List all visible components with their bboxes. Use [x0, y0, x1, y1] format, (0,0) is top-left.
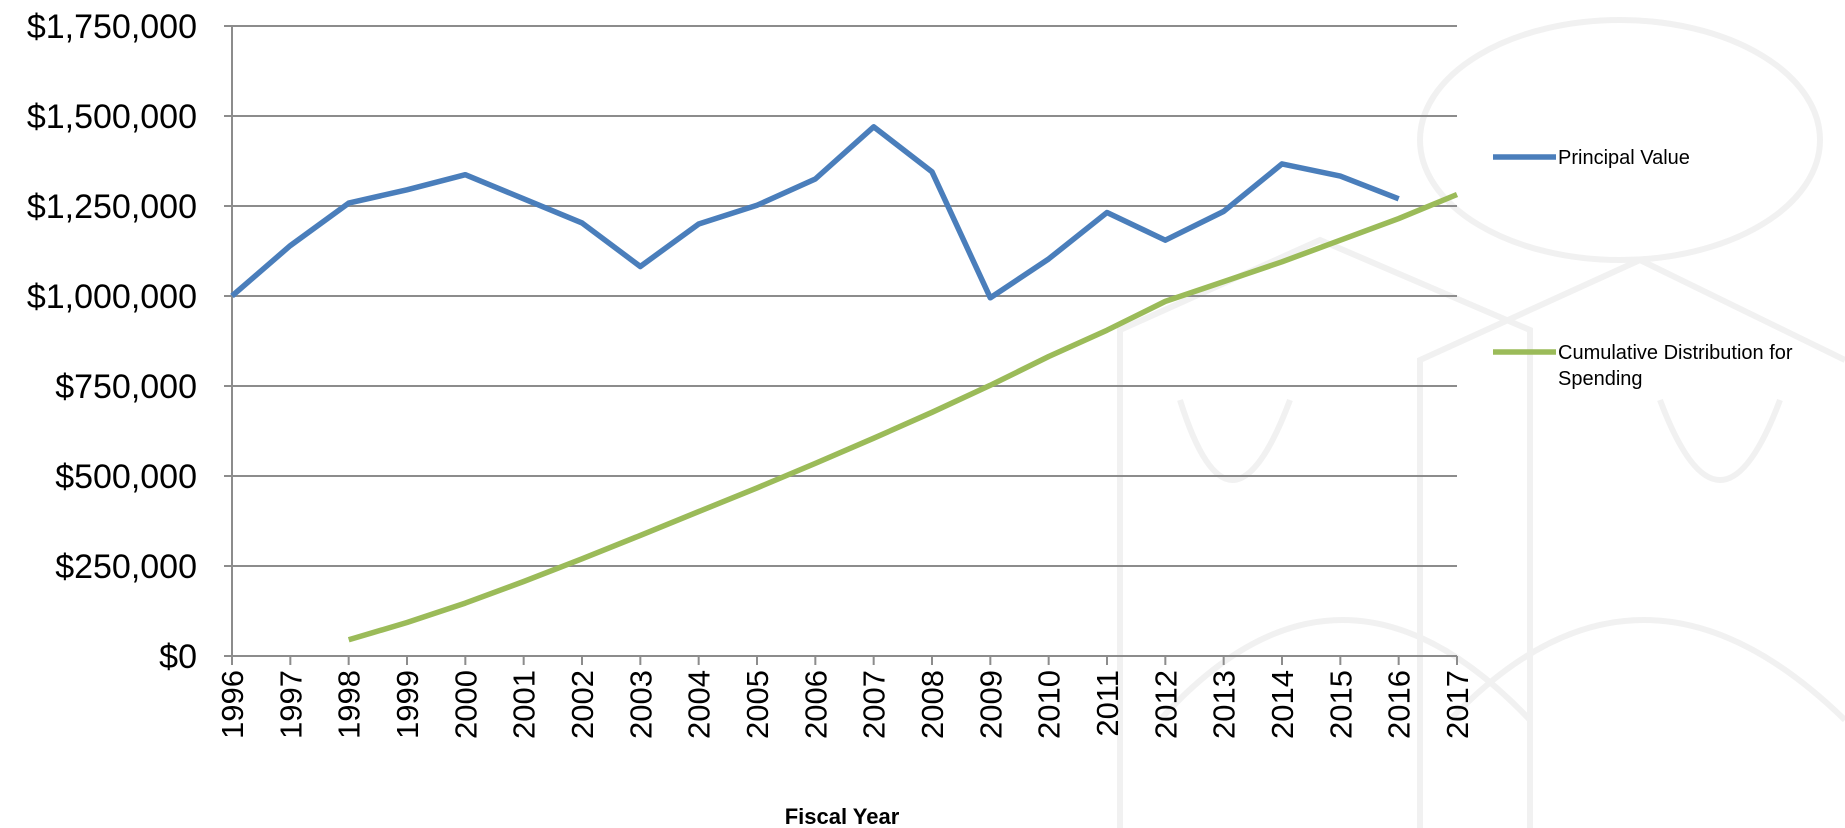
- series-line-1: [347, 191, 1459, 643]
- x-tick-label: 2010: [1032, 670, 1067, 739]
- series-line-0: [230, 124, 1400, 301]
- x-tick-label: 2017: [1440, 670, 1475, 739]
- x-tick-label: 2003: [623, 670, 658, 739]
- series-lines: [230, 124, 1459, 643]
- x-tick-label: 2006: [798, 670, 833, 739]
- y-tick-label: $500,000: [55, 458, 197, 496]
- x-axis-tick-labels: 1996 1997 1998 1999 2000 2001 2002 2003 2004 2005…: [215, 656, 1475, 739]
- legend-label: Principal Value: [1558, 147, 1690, 169]
- legend: Principal Value Cumulative Distribution f…: [1493, 147, 1793, 390]
- axes: [231, 26, 1457, 657]
- y-tick-label: $1,250,000: [27, 188, 197, 226]
- y-tick-label: $1,750,000: [27, 8, 197, 46]
- x-tick-label: 2008: [915, 670, 950, 739]
- x-tick-label: 2016: [1382, 670, 1417, 739]
- legend-item-1: Cumulative Distribution for Spending: [1493, 342, 1793, 390]
- y-tick-label: $1,000,000: [27, 278, 197, 316]
- x-tick-label: 2013: [1207, 670, 1242, 739]
- x-tick-label: 2004: [682, 670, 717, 739]
- y-tick-label: $750,000: [55, 368, 197, 406]
- legend-label: Cumulative Distribution for Spending: [1558, 342, 1793, 390]
- x-tick-label: 2002: [565, 670, 600, 739]
- x-tick-label: 2015: [1323, 670, 1358, 739]
- x-tick-label: 2012: [1148, 670, 1183, 739]
- x-tick-label: 1998: [332, 670, 367, 739]
- x-tick-label: 2009: [973, 670, 1008, 739]
- university-seal-watermark: [1117, 17, 1845, 828]
- x-tick-label: 1999: [390, 670, 425, 739]
- x-tick-label: 2000: [448, 670, 483, 739]
- y-tick-label: $0: [159, 638, 197, 676]
- x-tick-label: 1997: [273, 670, 308, 739]
- y-tick-label: $1,500,000: [27, 98, 197, 136]
- gridlines: [224, 25, 1457, 657]
- x-tick-label: 2014: [1265, 670, 1300, 739]
- x-axis-label: Fiscal Year: [785, 804, 900, 828]
- x-tick-label: 2001: [507, 670, 542, 739]
- x-tick-label: 1996: [215, 670, 250, 739]
- x-tick-label: 2007: [857, 670, 892, 739]
- x-tick-label: 2005: [740, 670, 775, 739]
- y-tick-label: $250,000: [55, 548, 197, 586]
- y-axis-tick-labels: $0 $250,000 $500,000 $750,000 $1,000,000 $1,2…: [27, 8, 197, 676]
- legend-item-0: Principal Value: [1493, 147, 1690, 169]
- x-tick-label: 2011: [1090, 670, 1125, 737]
